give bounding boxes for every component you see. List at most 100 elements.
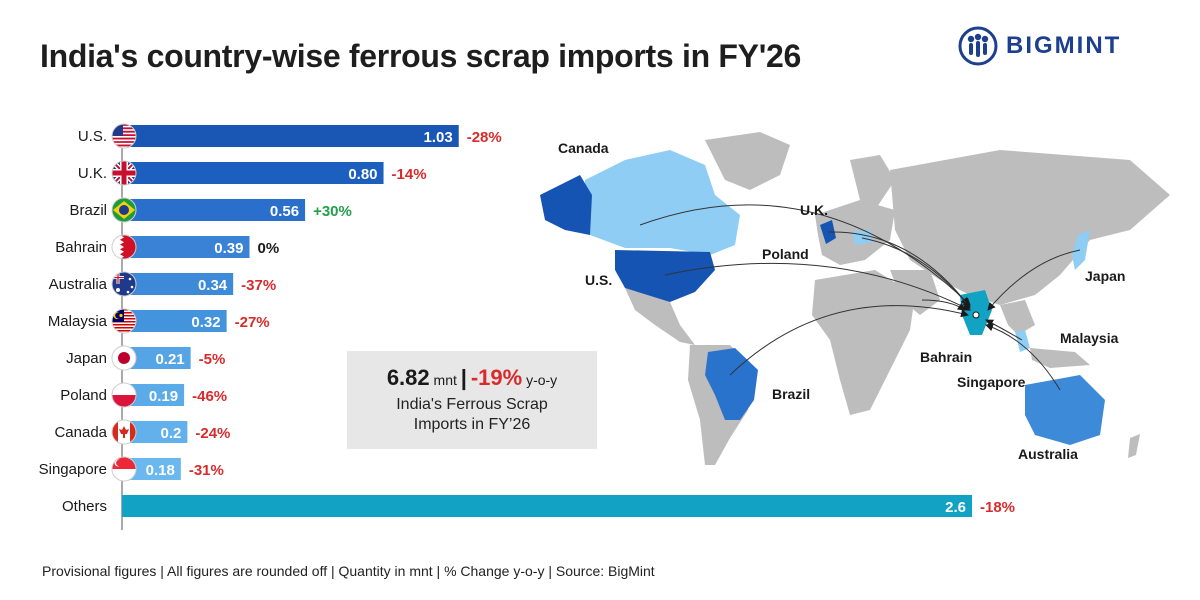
brand-name: BIGMINT [1006,32,1122,59]
change-label: -28% [467,129,502,146]
map-label-malaysia: Malaysia [1060,330,1119,346]
bar [122,310,227,332]
map-label-singapore: Singapore [957,374,1026,390]
singapore-flag-icon [111,456,137,482]
data-label: 0.39 [214,240,243,257]
bar-chart: U.S. 1.03 -28% U.K. 0.80 -14% Brazil 0.56 +30% Ba… [39,123,1015,530]
brazil-shape [705,348,758,420]
canada-shape [585,150,740,255]
asia-shape [890,150,1170,305]
change-label: -18% [980,499,1015,516]
change-label: -46% [192,388,227,405]
change-label: -5% [199,351,226,368]
bar [122,162,384,184]
canada-flag-icon [111,419,137,445]
japan-flag-icon [111,345,137,371]
africa-shape [812,270,915,415]
arrow-from-poland [861,237,971,309]
map-label-poland: Poland [762,246,809,262]
bar [122,125,459,147]
data-label: 1.03 [424,129,453,146]
data-label: 0.34 [198,277,228,294]
map-label-australia: Australia [1018,446,1078,462]
arrow-from-australia [985,323,1061,391]
page-title: India's country-wise ferrous scrap impor… [40,38,802,74]
change-label: -24% [195,425,230,442]
total-imports-description-line2: Imports in FY’26 [413,416,531,433]
category-label: U.S. [78,128,107,145]
bar [122,458,181,480]
australia-flag-icon [111,271,137,297]
data-label: 0.19 [149,388,178,405]
bar [122,236,250,258]
new-zealand-shape [1128,434,1140,458]
poland-flag-icon [111,382,137,408]
change-label: -27% [235,314,270,331]
bar [122,495,972,517]
data-label: 0.32 [191,314,220,331]
bar [122,421,188,443]
data-label: 0.2 [161,425,182,442]
greenland-shape [705,132,790,190]
total-imports-unit: mnt [433,372,457,388]
japan-shape [1072,230,1090,270]
category-label: Poland [60,387,107,404]
data-label: 0.21 [155,351,184,368]
mexico-shape [625,288,695,345]
map-label-japan: Japan [1085,268,1126,284]
change-label: +30% [313,203,352,220]
bar [122,384,185,406]
map-label-brazil: Brazil [772,386,811,402]
brazil-flag-icon [111,197,137,223]
arrow-from-uk [827,231,969,306]
us-shape [615,250,715,302]
total-imports-change: -19% [470,365,523,390]
people-circle-icon [958,26,998,66]
bar [122,273,234,295]
data-label: 2.6 [945,499,966,516]
total-imports-description: India's Ferrous Scrap Imports in FY’26 [347,395,597,435]
trade-flow-arrows [639,204,1081,391]
world-map-drawing [540,132,1170,465]
arrow-from-japan [987,249,1081,311]
middle-east-shape [890,270,940,315]
total-imports-description-line1: India's Ferrous Scrap [396,396,548,413]
us-flag-icon [111,123,137,149]
world-map: Canada U.K. Poland U.S. Japan Malaysia B… [530,120,1190,480]
total-imports-value: 6.82 [386,365,430,390]
total-imports-headline: 6.82 mnt | -19% y-o-y [347,365,597,391]
indonesia-shape [1030,348,1090,368]
arrow-from-brazil [729,305,969,376]
india-marker [972,311,980,319]
category-label: Malaysia [48,313,108,330]
change-label: -14% [392,166,427,183]
brand-logo: BIGMINT [958,26,1121,66]
category-label: Singapore [39,461,107,478]
bar [122,347,191,369]
australia-shape [1025,375,1105,445]
bahrain-flag-icon [111,234,137,260]
malaysia-shape [1015,330,1030,352]
bar [122,199,306,221]
total-imports-separator: | [460,365,467,390]
category-label: Others [62,498,107,515]
alaska-shape [540,175,592,235]
map-label-bahrain: Bahrain [920,349,973,365]
map-label-us: U.S. [585,272,613,288]
category-label: Canada [54,424,107,441]
total-imports-change-suffix: y-o-y [526,372,558,388]
data-label: 0.56 [270,203,299,220]
category-label: Australia [49,276,108,293]
category-label: Bahrain [55,239,107,256]
arrow-from-malaysia [985,319,1023,341]
data-label: 0.80 [348,166,377,183]
uk-flag-icon [111,160,137,186]
map-label-canada: Canada [558,140,609,156]
change-label: -37% [241,277,276,294]
change-label: -31% [189,462,224,479]
category-label: Brazil [69,202,107,219]
scandinavia-shape [850,155,895,210]
arrow-from-us [664,262,971,311]
total-imports-summary: 6.82 mnt | -19% y-o-y India's Ferrous Sc… [347,351,597,449]
arrow-from-bahrain [921,299,966,311]
